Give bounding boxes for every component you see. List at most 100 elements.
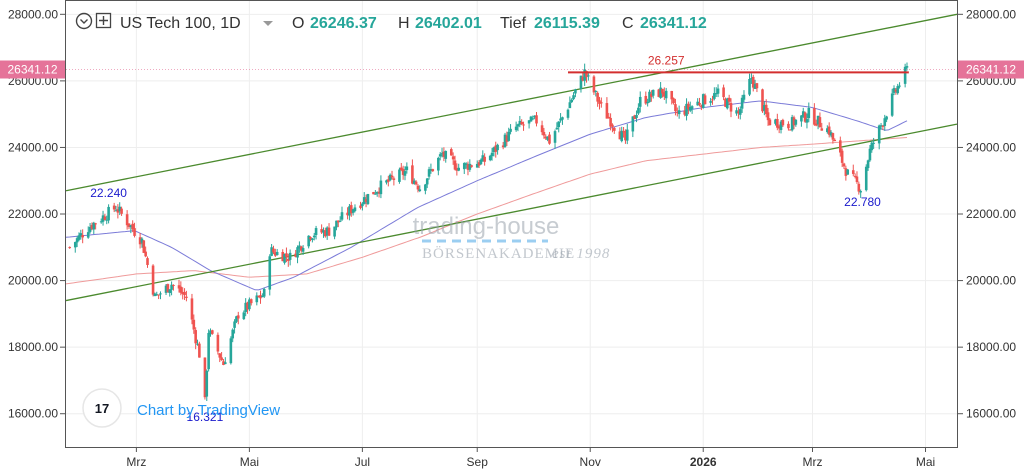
candle-up (311, 238, 314, 240)
candle-up (140, 238, 144, 243)
candle-down (766, 112, 770, 121)
price-tag-left: 26341.12 (0, 60, 65, 79)
candle-up (335, 220, 338, 228)
candle-up (99, 221, 103, 223)
candle-up (637, 107, 640, 114)
x-tick-label: Jul (355, 455, 370, 469)
x-tick-label: 2026 (690, 455, 717, 469)
candle-down (687, 103, 690, 110)
price-tag-right: 26341.12 (958, 60, 1024, 79)
candle-up (398, 169, 401, 182)
candle-up (555, 127, 559, 130)
candle-up (625, 129, 629, 141)
candle-down (272, 248, 275, 253)
candle-down (449, 149, 453, 156)
candle-up (255, 295, 259, 303)
candle-up (638, 96, 642, 107)
candle-up (553, 131, 557, 143)
candle-up (905, 66, 909, 68)
candle-down (764, 104, 768, 115)
tradingview-badge[interactable]: 17 Chart by TradingView (82, 388, 280, 428)
candle-down (416, 185, 420, 190)
candle-up (77, 235, 81, 240)
candle-up (224, 362, 227, 365)
candle-up (527, 120, 531, 124)
candle-down (755, 83, 759, 89)
candle-down (540, 125, 544, 133)
candle-up (248, 299, 251, 310)
candle-up (88, 227, 92, 232)
candle-up (440, 153, 444, 155)
candle-down (194, 330, 197, 344)
candle-down (522, 124, 525, 126)
candle-down (179, 286, 183, 293)
candle-down (607, 116, 611, 119)
add-compare-icon[interactable] (95, 12, 112, 29)
candle-up (325, 227, 329, 236)
watermark-sub: BÖRSENAKADEMIE (422, 245, 575, 262)
candle-up (468, 163, 472, 170)
candle-up (696, 101, 699, 106)
candle-up (531, 118, 535, 120)
candle-up (735, 110, 738, 114)
candle-down (751, 76, 755, 88)
watermark-est: est 1998 (552, 246, 610, 262)
chevron-down-icon[interactable] (263, 21, 273, 26)
candle-down (222, 361, 225, 365)
candle-down (670, 90, 674, 100)
candle-down (299, 246, 303, 251)
candle-down (285, 253, 288, 257)
candle-down (146, 258, 149, 265)
visibility-eye-icon[interactable] (75, 12, 93, 30)
candle-up (740, 97, 744, 109)
candle-down (633, 115, 636, 120)
x-axis: Mrz Mai Jul Sep Nov 2026 Mrz Mai (126, 447, 935, 469)
candle-down (68, 247, 72, 249)
candle-down (844, 168, 848, 176)
candle-up (244, 302, 247, 312)
candle-down (596, 92, 599, 102)
candle-down (90, 225, 94, 229)
symbol-label[interactable]: US Tech 100, 1D (120, 15, 241, 32)
candle-up (594, 90, 598, 92)
candle-up (651, 89, 655, 96)
candle-down (220, 357, 223, 361)
candle-up (288, 252, 292, 260)
candle-down (842, 163, 846, 167)
candle-down (598, 100, 601, 104)
candle-up (233, 321, 236, 328)
candle-up (738, 109, 742, 115)
candle-down (177, 285, 181, 289)
trend-channel (65, 13, 958, 302)
candle-down (711, 99, 714, 101)
candle-up (898, 85, 901, 87)
candle-down (853, 175, 857, 177)
candle-up (690, 106, 694, 109)
candle-up (533, 115, 536, 118)
candle-up (546, 136, 549, 140)
candle-down (737, 111, 740, 114)
plot-frame (65, 0, 958, 448)
candle-down (894, 89, 898, 92)
candle-down (788, 129, 792, 131)
candle-up (559, 118, 562, 121)
candle-up (807, 107, 811, 119)
candle-down (650, 93, 653, 97)
resistance-line (66, 69, 957, 74)
candle-down (125, 214, 129, 226)
candle-down (294, 253, 297, 258)
candle-up (631, 116, 635, 132)
candle-up (774, 119, 777, 124)
candle-down (120, 208, 123, 214)
candle-up (713, 93, 716, 99)
candle-up (779, 121, 783, 130)
candle-down (377, 191, 381, 194)
candle-down (803, 112, 807, 122)
candle-up (568, 102, 572, 109)
candle-down (81, 234, 84, 238)
candle-up (805, 119, 809, 123)
candle-down (535, 115, 538, 124)
candle-down (431, 169, 435, 172)
candle-down (349, 205, 353, 214)
